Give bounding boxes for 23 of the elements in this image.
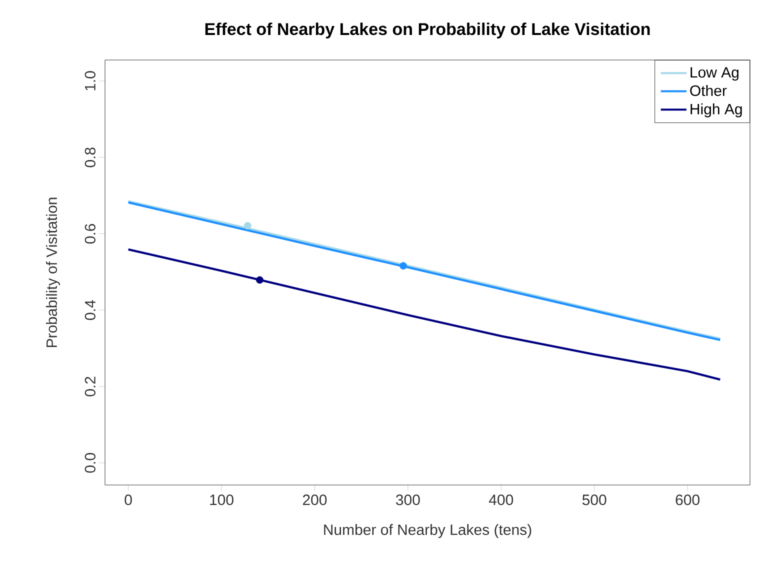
y-tick-label: 0.8 [84,148,96,168]
x-tick-label: 300 [396,494,420,506]
x-tick-label: 100 [210,494,234,506]
legend-label: Other [690,85,727,96]
y-axis-title: Probability of Visitation [46,198,60,348]
chart-title: Effect of Nearby Lakes on Probability of Lake Visitation [205,22,650,38]
x-axis-title: Number of Nearby Lakes (tens) [324,524,532,538]
point [400,262,407,270]
legend-label: High Ag [690,103,742,118]
y-tick-label: 0.2 [84,376,96,396]
legend-label: Low Ag [690,67,738,81]
point [244,222,252,230]
y-tick-label: 0.0 [84,453,96,473]
x-tick-label: 0 [124,494,132,506]
x-tick-label: 600 [676,494,700,506]
x-tick-label: 200 [302,494,327,506]
point [256,276,264,284]
y-tick-label: 0.6 [84,224,96,244]
y-tick-label: 1.0 [84,71,96,90]
line-series [127,248,722,381]
x-tick-label: 400 [488,494,514,506]
x-tick-label: 500 [582,494,606,506]
y-tick-label: 0.4 [84,300,96,320]
